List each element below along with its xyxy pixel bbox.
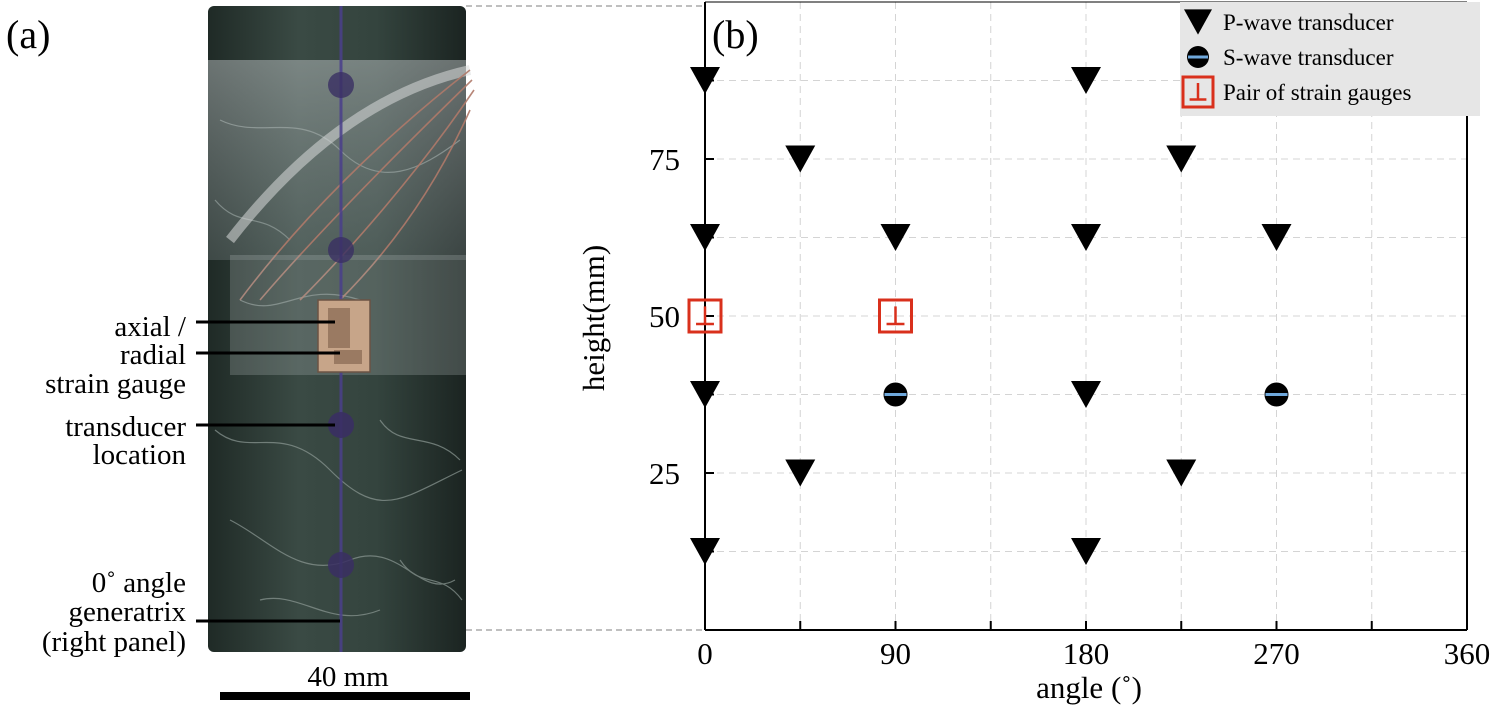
legend-label-0: P-wave transducer [1223, 10, 1394, 35]
x-tick-label-8: 360 [1444, 636, 1491, 671]
x-tick-label-6: 270 [1253, 636, 1300, 671]
point-down-triangle-2 [785, 145, 816, 173]
annotation-transducer: transducer location [65, 411, 335, 471]
point-down-triangle-1 [1071, 67, 1101, 94]
legend: P-wave transducer S-wave transducer Pair o… [1180, 2, 1480, 116]
point-down-triangle-7 [1261, 224, 1292, 251]
point-down-triangle-10 [785, 459, 816, 487]
point-down-triangle-9 [1071, 381, 1101, 408]
point-down-triangle-6 [1071, 224, 1101, 251]
point-down-triangle-8 [690, 381, 720, 408]
svg-text:strain gauge: strain gauge [45, 368, 186, 400]
annotation-angle-generatrix: 0˚ angle generatrix (right panel) [42, 567, 340, 658]
legend-symbol-p-wave [1184, 9, 1212, 35]
svg-text:(right panel): (right panel) [42, 626, 186, 658]
point-down-triangle-3 [1166, 145, 1197, 173]
y-axis-label: height(mm) [576, 245, 611, 391]
point-down-triangle-0 [690, 67, 720, 94]
legend-symbol-strain-gauge-box [1181, 75, 1215, 109]
point-down-triangle-5 [880, 224, 911, 251]
svg-text:0˚ angle: 0˚ angle [92, 567, 186, 599]
svg-text:generatrix: generatrix [68, 596, 186, 628]
x-tick-label-2: 90 [880, 636, 911, 671]
point-circle-with-bar-0 [883, 382, 908, 407]
y-tick-label-3: 50 [649, 299, 680, 334]
legend-label-1: S-wave transducer [1223, 45, 1394, 70]
point-square-with-T-0-box [687, 298, 723, 334]
grid [705, 2, 1467, 630]
point-square-with-T-1-box [878, 298, 913, 334]
annotation-strain-gauge: axial / radial strain gauge [45, 311, 340, 400]
legend-label-2: Pair of strain gauges [1223, 80, 1411, 105]
point-down-triangle-4 [690, 224, 720, 251]
point-circle-with-bar-1 [1264, 382, 1289, 407]
point-square-with-T-0 [687, 298, 723, 334]
y-tick-label-5: 75 [649, 142, 680, 177]
panel-b: (b) 0 90 180 270 360 25 50 75 angle (˚) height(… [576, 1, 1490, 705]
legend-symbol-s-wave [1187, 46, 1209, 68]
tick-labels: 0 90 180 270 360 25 50 75 [649, 142, 1490, 671]
scale-bar: 40 mm [220, 661, 470, 700]
legend-box [1180, 2, 1480, 116]
panel-b-label: (b) [712, 12, 759, 57]
panel-a: (a) [6, 5, 705, 700]
svg-text:axial /: axial / [114, 311, 187, 343]
legend-symbol-strain-gauge [1181, 75, 1215, 109]
scale-bar-label: 40 mm [307, 661, 389, 693]
strain-gauge-photo [317, 299, 371, 373]
point-square-with-T-1 [878, 298, 913, 334]
rock-cylinder-photo [208, 5, 705, 652]
x-tick-label-4: 180 [1063, 636, 1110, 671]
x-tick-label-0: 0 [697, 636, 713, 671]
data-marks [687, 67, 1292, 565]
svg-text:transducer: transducer [65, 411, 186, 443]
point-down-triangle-12 [690, 538, 720, 565]
x-axis-label: angle (˚) [1036, 670, 1142, 705]
point-down-triangle-13 [1071, 538, 1101, 565]
panel-a-label: (a) [6, 12, 50, 57]
y-tick-label-1: 25 [649, 456, 680, 491]
point-down-triangle-11 [1166, 459, 1197, 487]
svg-text:radial: radial [120, 339, 186, 371]
plot-area: 0 90 180 270 360 25 50 75 [649, 1, 1490, 671]
svg-text:location: location [93, 439, 187, 471]
